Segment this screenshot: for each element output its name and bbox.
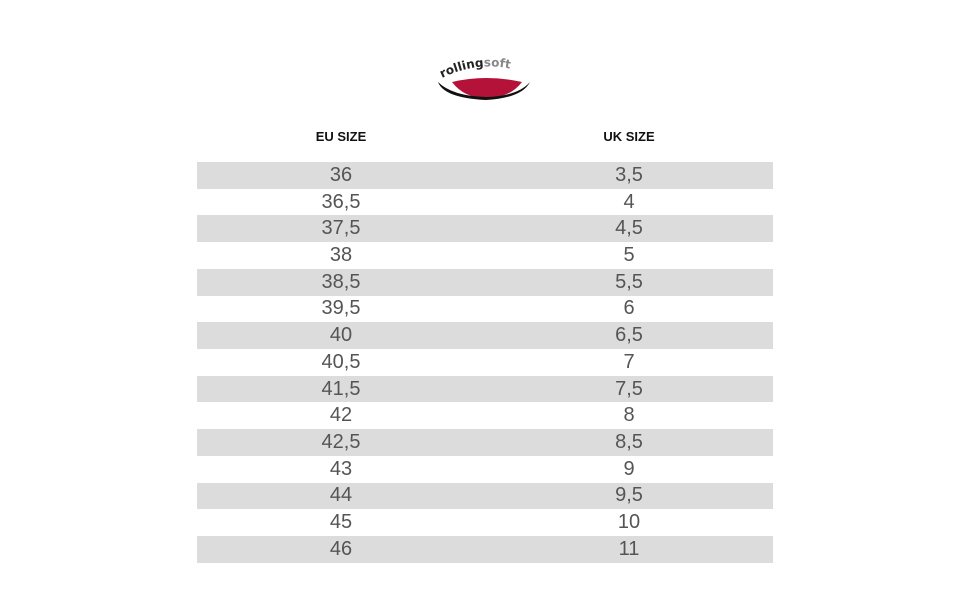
table-row: 40,5 7 xyxy=(197,349,773,376)
table-row: 44 9,5 xyxy=(197,482,773,510)
column-header: UK SIZE xyxy=(603,129,655,144)
table-cell: 37,5 xyxy=(321,217,361,240)
table-cell: 43 xyxy=(329,457,353,480)
table-row: 36 3,5 xyxy=(197,162,773,189)
logo-brand: rolling xyxy=(437,56,484,81)
table-row: 42 8 xyxy=(197,402,773,429)
table-row: 41,5 7,5 xyxy=(197,375,773,403)
table-cell: 8 xyxy=(623,404,635,427)
table-row: 45 10 xyxy=(197,509,773,536)
logo-text: rollingsoft xyxy=(437,55,512,80)
table-row: 46 11 xyxy=(197,536,773,563)
table-cell: 44 xyxy=(329,484,353,507)
table-row: 37,5 4,5 xyxy=(197,215,773,243)
table-cell: 11 xyxy=(618,537,640,560)
table-cell: 7 xyxy=(623,350,635,373)
table-cell: 6 xyxy=(623,297,635,320)
table-row: 39,5 6 xyxy=(197,296,773,323)
table-row: 43 9 xyxy=(197,456,773,483)
logo-shape xyxy=(452,78,522,98)
table-cell: 9 xyxy=(623,457,635,480)
logo-accent: soft xyxy=(484,55,513,71)
logo-swoosh xyxy=(438,82,530,100)
table-cell: 5,5 xyxy=(615,270,643,293)
table-cell: 39,5 xyxy=(321,297,361,320)
column-header: EU SIZE xyxy=(315,129,367,144)
table-cell: 3,5 xyxy=(615,163,643,186)
table-cell: 36 xyxy=(329,163,353,186)
table-cell: 40,5 xyxy=(321,350,361,373)
logo: rollingsoft xyxy=(437,55,530,100)
table-cell: 6,5 xyxy=(615,324,643,347)
table-cell: 7,5 xyxy=(615,377,643,400)
table-row: 38,5 5,5 xyxy=(197,268,773,296)
table-row: 36,5 4 xyxy=(197,189,773,216)
table-cell: 8,5 xyxy=(615,431,643,454)
table-cell: 45 xyxy=(329,511,353,534)
table-cell: 42 xyxy=(329,404,353,427)
table-cell: 42,5 xyxy=(321,431,361,454)
table-cell: 36,5 xyxy=(321,190,361,213)
table-cell: 4 xyxy=(623,190,635,213)
table-row: 42,5 8,5 xyxy=(197,429,773,456)
size-table: 36 3,5 36,5 4 37,5 4,5 38 5 38,5 5,5 39,5 6 40 6,5 40,… xyxy=(197,162,773,563)
table-cell: 38 xyxy=(329,244,353,267)
table-cell: 10 xyxy=(617,511,641,534)
table-cell: 41,5 xyxy=(321,377,361,400)
table-cell: 38,5 xyxy=(321,270,361,293)
table-cell: 9,5 xyxy=(615,484,643,507)
table-cell: 40 xyxy=(329,324,353,347)
table-row: 38 5 xyxy=(197,242,773,269)
table-cell: 4,5 xyxy=(615,217,643,240)
table-cell: 46 xyxy=(329,537,353,560)
table-cell: 5 xyxy=(623,244,635,267)
table-row: 40 6,5 xyxy=(197,322,773,350)
